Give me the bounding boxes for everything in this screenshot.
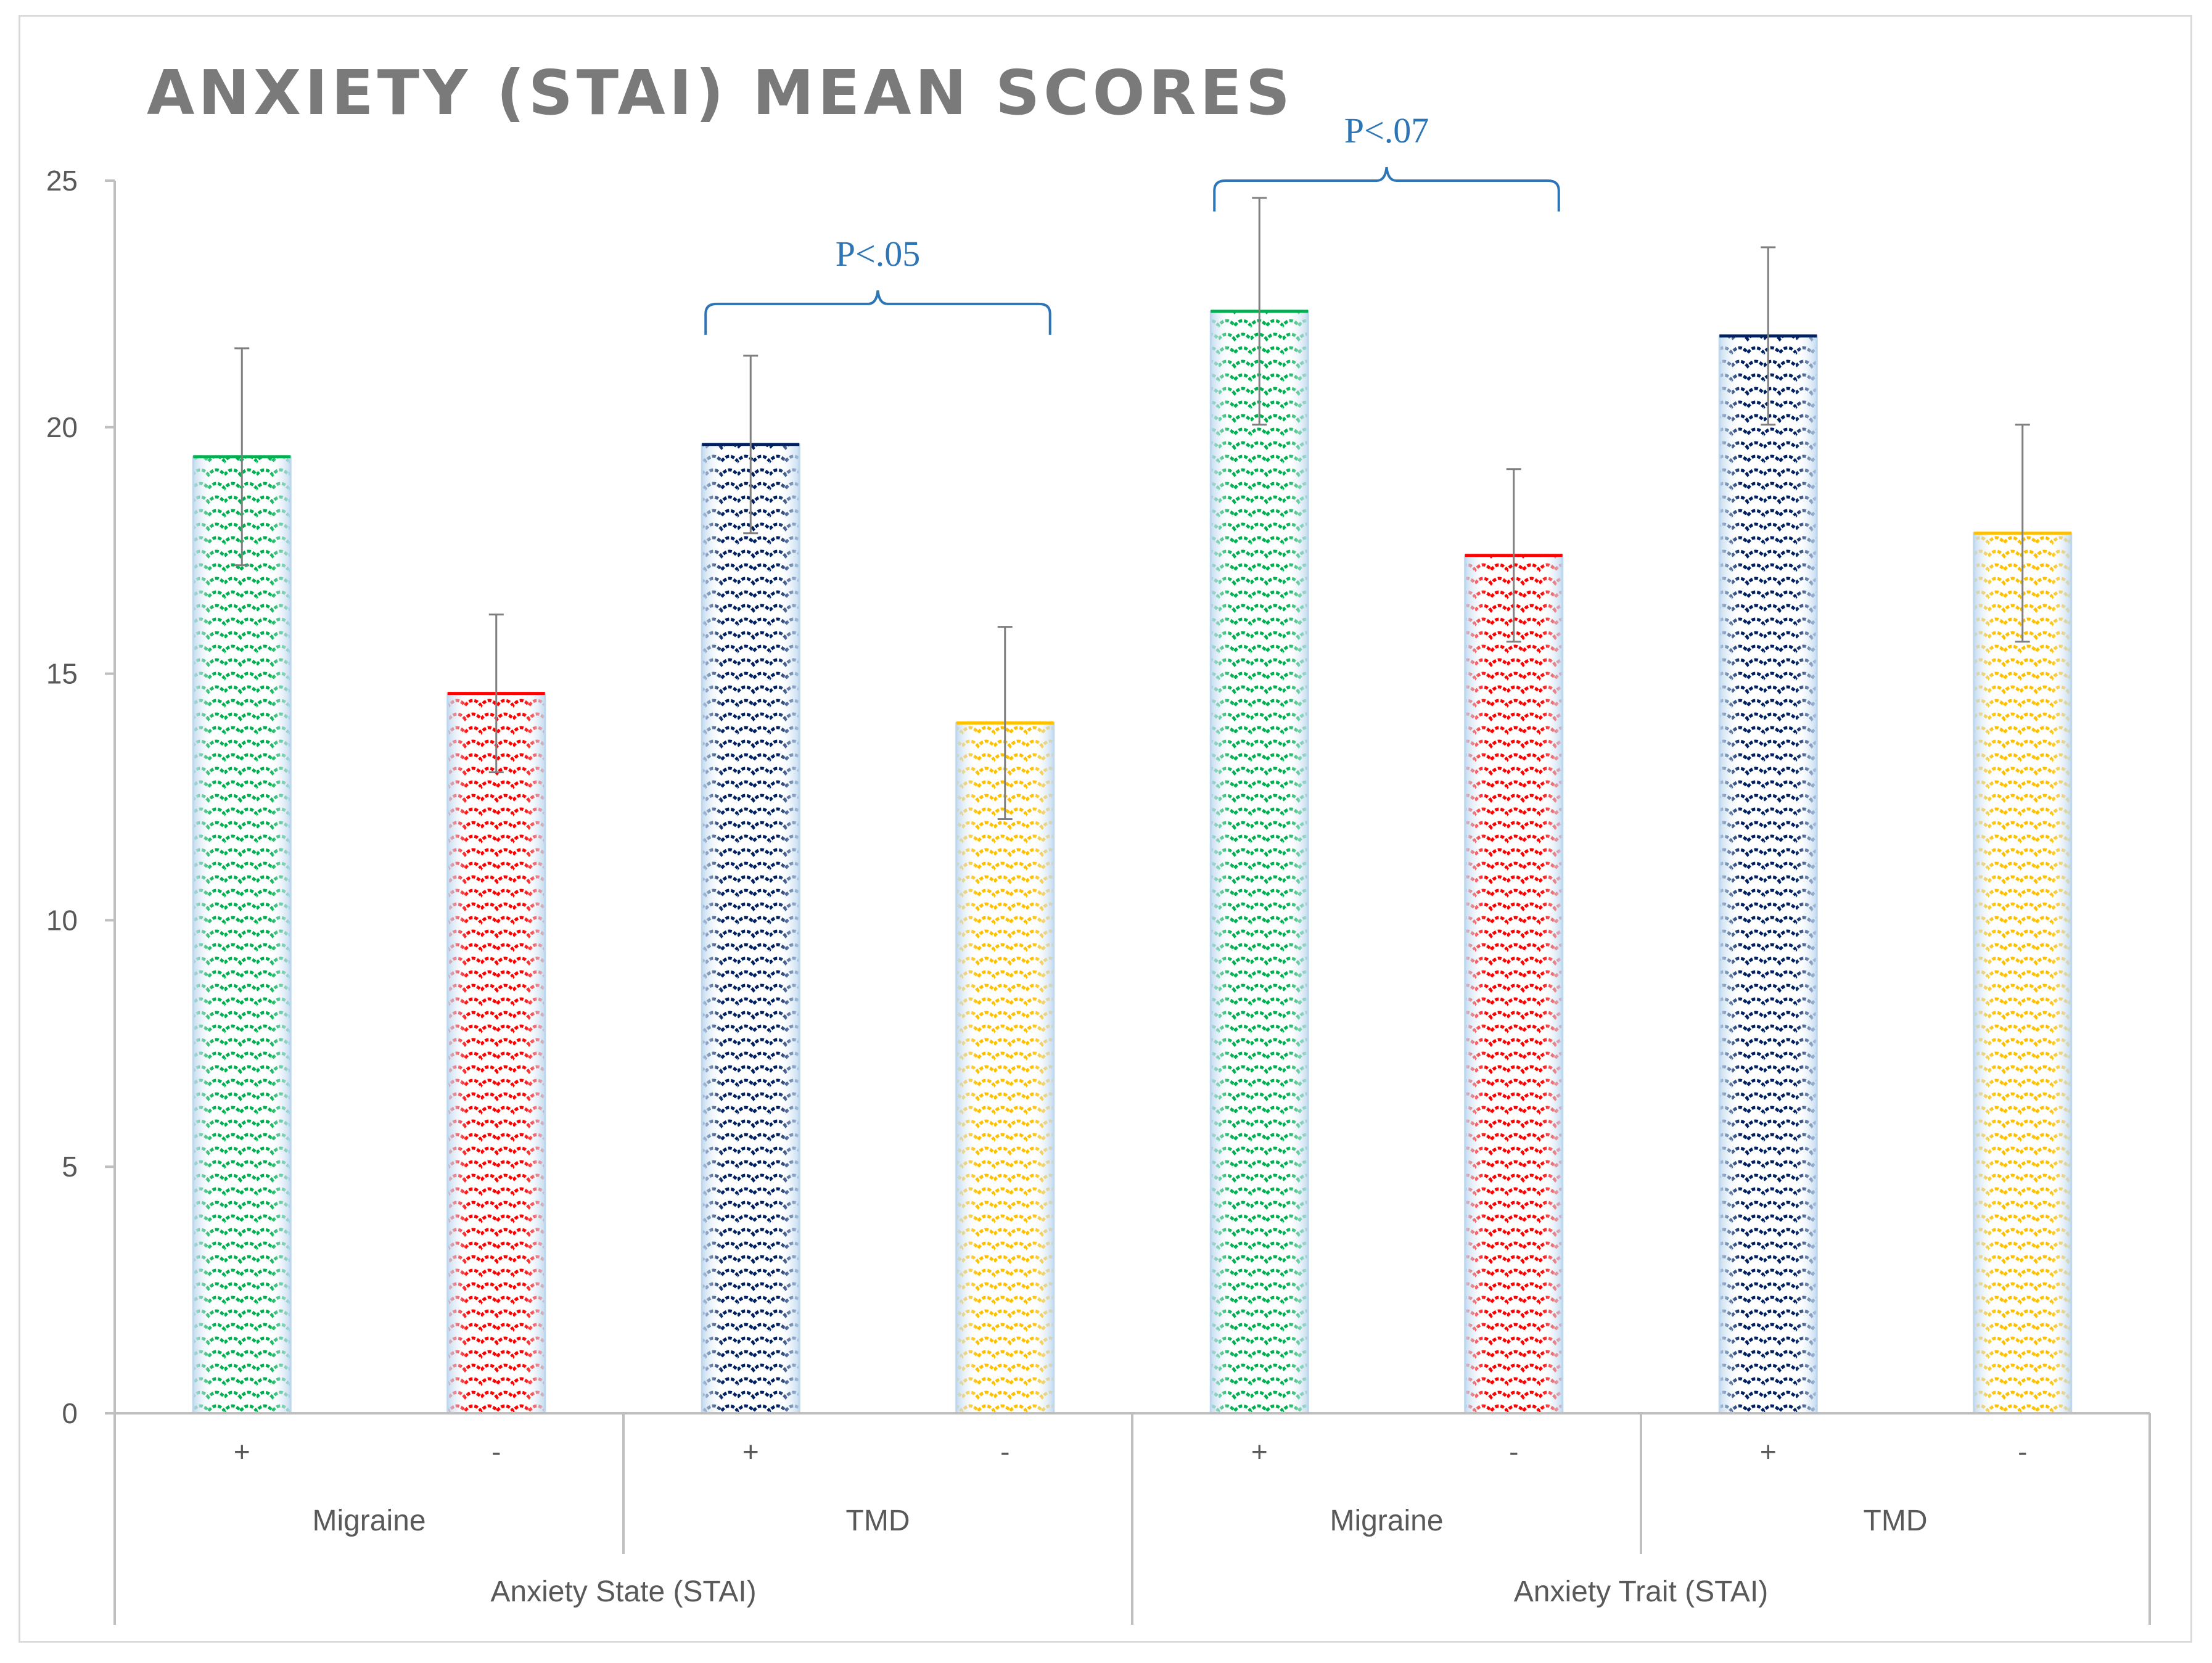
bar bbox=[1464, 554, 1564, 1415]
bar-shading bbox=[1464, 554, 1564, 1415]
x-group-label: Anxiety State (STAI) bbox=[490, 1575, 756, 1608]
significance-bracket: P<.05 bbox=[704, 234, 1051, 335]
x-axis: + - + - + - + - Migraine TMD Migraine TMD Anxiety St… bbox=[113, 1412, 2151, 1625]
bar-shading bbox=[1209, 310, 1309, 1415]
x-sign-label: - bbox=[1000, 1435, 1009, 1468]
error-bar bbox=[234, 347, 250, 567]
y-tick-label: 25 bbox=[46, 165, 78, 197]
error-bar bbox=[2015, 424, 2030, 643]
bar-shading bbox=[1718, 335, 1818, 1415]
y-tick-label: 0 bbox=[62, 1397, 78, 1429]
bar-shading bbox=[1973, 532, 2073, 1415]
x-condition-label: Migraine bbox=[1330, 1505, 1443, 1537]
bracket-line bbox=[1213, 166, 1560, 211]
x-sign-label: - bbox=[491, 1435, 501, 1468]
error-bar bbox=[1761, 246, 1776, 426]
bars bbox=[192, 310, 2073, 1415]
error-bar bbox=[1506, 468, 1521, 643]
bracket-line bbox=[704, 290, 1051, 335]
bar-shading bbox=[955, 722, 1055, 1415]
y-tick-label: 5 bbox=[62, 1151, 78, 1183]
bar bbox=[192, 455, 292, 1415]
x-sign-label: - bbox=[2018, 1435, 2027, 1468]
chart-title: ANXIETY (STAI) MEAN SCORES bbox=[147, 57, 1294, 129]
x-sign-label: + bbox=[234, 1435, 250, 1468]
bar bbox=[446, 692, 546, 1415]
chart-frame bbox=[19, 15, 2192, 1643]
error-bar bbox=[1252, 197, 1267, 426]
y-axis: 0 5 10 15 20 25 bbox=[46, 165, 116, 1429]
y-tick-label: 15 bbox=[46, 658, 78, 690]
significance-annotations: P<.05 P<.07 bbox=[704, 110, 1560, 335]
x-group-label: Anxiety Trait (STAI) bbox=[1514, 1575, 1769, 1608]
significance-bracket: P<.07 bbox=[1213, 110, 1560, 211]
x-sign-label: - bbox=[1509, 1435, 1518, 1468]
x-condition-label: Migraine bbox=[312, 1505, 426, 1537]
bar-shading bbox=[446, 692, 546, 1415]
bar-shading bbox=[701, 443, 800, 1415]
bar bbox=[1718, 334, 1818, 1415]
bar bbox=[701, 443, 800, 1415]
y-tick-label: 10 bbox=[46, 904, 78, 936]
error-bar bbox=[997, 626, 1013, 820]
error-bar bbox=[743, 355, 759, 535]
x-sign-label: + bbox=[1251, 1435, 1268, 1468]
error-bars bbox=[234, 197, 2030, 820]
x-condition-label: TMD bbox=[846, 1505, 910, 1537]
error-bar bbox=[488, 614, 504, 774]
p-value-label: P<.05 bbox=[836, 234, 920, 274]
x-sign-label: + bbox=[1760, 1435, 1777, 1468]
y-tick-label: 20 bbox=[46, 411, 78, 443]
bar-shading bbox=[192, 456, 292, 1415]
bar bbox=[955, 721, 1055, 1415]
p-value-label: P<.07 bbox=[1344, 110, 1429, 150]
x-sign-label: + bbox=[742, 1435, 759, 1468]
bar bbox=[1973, 532, 2073, 1415]
x-condition-label: TMD bbox=[1864, 1505, 1928, 1537]
bar bbox=[1209, 310, 1309, 1415]
